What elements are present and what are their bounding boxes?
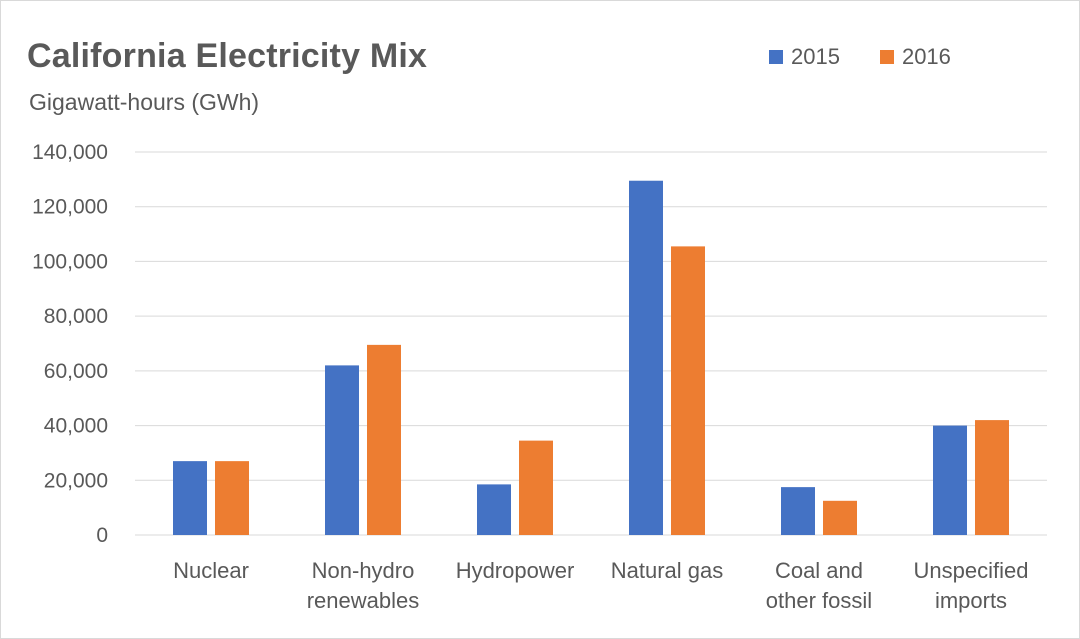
y-tick-label: 120,000 — [32, 196, 108, 219]
x-category-label: Hydropower — [456, 558, 575, 583]
x-category-label: other fossil — [766, 588, 872, 613]
x-category-label: Unspecified — [914, 558, 1029, 583]
y-tick-label: 0 — [96, 524, 108, 547]
legend: 2015 2016 — [769, 44, 991, 70]
legend-item-2015: 2015 — [769, 44, 840, 70]
y-tick-label: 40,000 — [44, 415, 108, 438]
legend-swatch-2015 — [769, 50, 783, 64]
bar-2016-4 — [823, 500, 857, 535]
legend-label-2016: 2016 — [901, 44, 951, 69]
y-tick-label: 60,000 — [44, 360, 108, 383]
y-tick-label: 20,000 — [44, 469, 108, 492]
bar-2015-5 — [933, 425, 967, 535]
chart-subtitle: Gigawatt-hours (GWh) — [29, 89, 260, 115]
legend-item-2016: 2016 — [879, 44, 951, 70]
x-category-label: imports — [935, 588, 1007, 613]
bar-2015-2 — [477, 484, 511, 535]
bar-2016-2 — [519, 440, 553, 535]
x-category-label: Non-hydro — [312, 558, 415, 583]
y-tick-label: 100,000 — [32, 250, 108, 273]
y-tick-label: 140,000 — [32, 141, 108, 164]
x-category-label: renewables — [307, 588, 420, 613]
bar-2016-5 — [975, 420, 1009, 535]
bar-2015-0 — [173, 461, 207, 535]
legend-label-2015: 2015 — [791, 44, 840, 69]
bar-2015-3 — [629, 180, 663, 535]
x-category-label: Nuclear — [173, 558, 249, 583]
bar-2016-1 — [367, 344, 401, 535]
chart-title: California Electricity Mix — [27, 37, 428, 75]
legend-swatch-2016 — [879, 50, 894, 64]
bar-2016-0 — [215, 461, 249, 535]
bar-2015-4 — [781, 487, 815, 535]
bar-2015-1 — [325, 365, 359, 535]
x-category-label: Coal and — [775, 558, 863, 583]
x-category-label: Natural gas — [611, 558, 724, 583]
bar-2016-3 — [671, 246, 705, 535]
y-tick-label: 80,000 — [44, 305, 108, 328]
